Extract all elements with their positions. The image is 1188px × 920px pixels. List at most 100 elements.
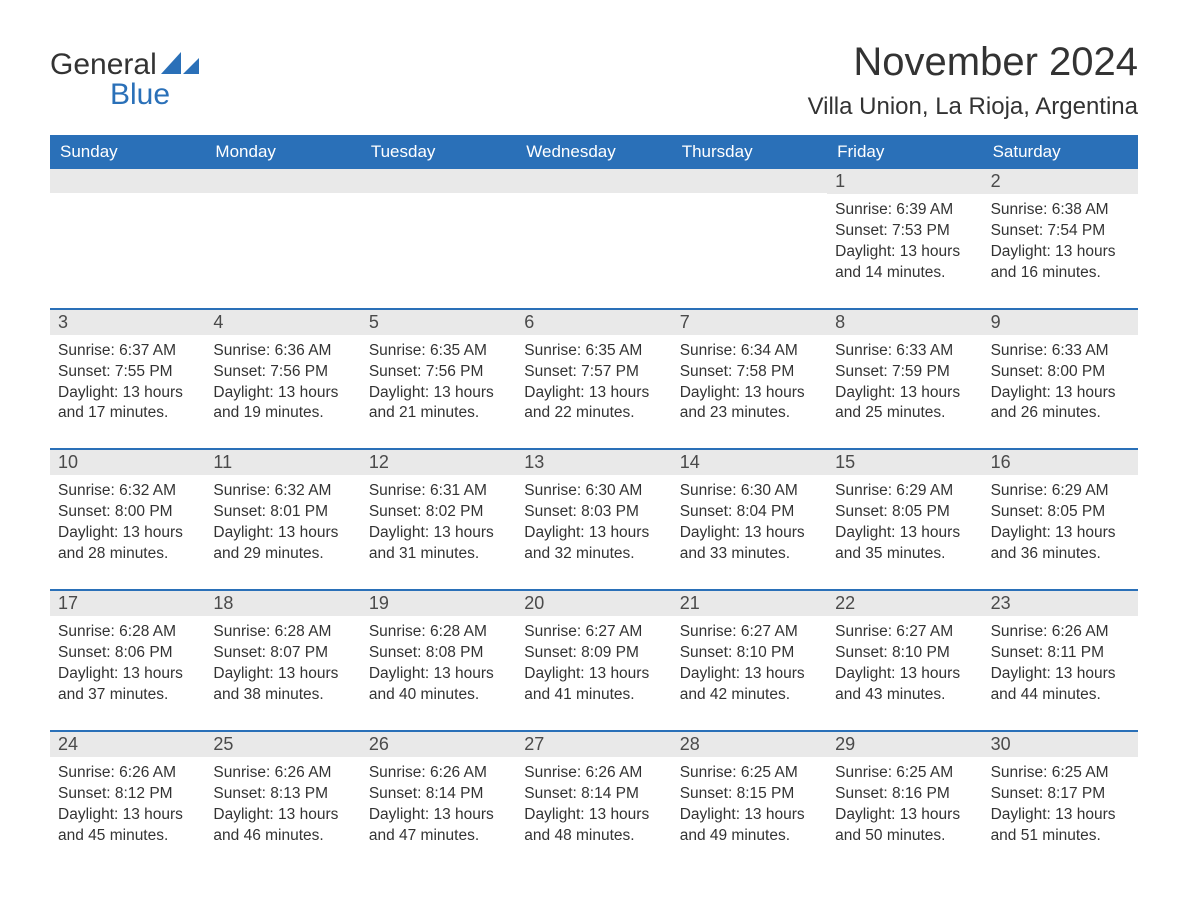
- day-cell: 11Sunrise: 6:32 AMSunset: 8:01 PMDayligh…: [205, 448, 360, 589]
- day-number: 24: [50, 732, 205, 757]
- day-sunrise: Sunrise: 6:26 AM: [58, 763, 197, 784]
- day-cell: 13Sunrise: 6:30 AMSunset: 8:03 PMDayligh…: [516, 448, 671, 589]
- day-number: 26: [361, 732, 516, 757]
- day-sunset: Sunset: 8:01 PM: [213, 502, 352, 523]
- day-cell-empty: [672, 169, 827, 308]
- day-number: 27: [516, 732, 671, 757]
- day-daylight1: Daylight: 13 hours: [213, 664, 352, 685]
- day-number: 1: [827, 169, 982, 194]
- day-sunrise: Sunrise: 6:31 AM: [369, 481, 508, 502]
- day-sunset: Sunset: 8:09 PM: [524, 643, 663, 664]
- day-number: [516, 169, 671, 193]
- day-sunrise: Sunrise: 6:28 AM: [58, 622, 197, 643]
- day-body: Sunrise: 6:26 AMSunset: 8:14 PMDaylight:…: [361, 757, 516, 847]
- day-daylight2: and 32 minutes.: [524, 544, 663, 565]
- location: Villa Union, La Rioja, Argentina: [808, 93, 1138, 121]
- day-daylight1: Daylight: 13 hours: [991, 664, 1130, 685]
- day-sunrise: Sunrise: 6:27 AM: [524, 622, 663, 643]
- day-sunrise: Sunrise: 6:35 AM: [369, 341, 508, 362]
- week-row: 17Sunrise: 6:28 AMSunset: 8:06 PMDayligh…: [50, 589, 1138, 730]
- day-sunrise: Sunrise: 6:35 AM: [524, 341, 663, 362]
- day-body: Sunrise: 6:29 AMSunset: 8:05 PMDaylight:…: [827, 475, 982, 565]
- day-sunrise: Sunrise: 6:28 AM: [369, 622, 508, 643]
- day-sunrise: Sunrise: 6:26 AM: [369, 763, 508, 784]
- day-sunrise: Sunrise: 6:33 AM: [835, 341, 974, 362]
- day-daylight2: and 47 minutes.: [369, 826, 508, 847]
- day-body: Sunrise: 6:33 AMSunset: 7:59 PMDaylight:…: [827, 335, 982, 425]
- day-sunset: Sunset: 7:56 PM: [369, 362, 508, 383]
- day-daylight1: Daylight: 13 hours: [524, 523, 663, 544]
- day-cell-empty: [516, 169, 671, 308]
- day-daylight1: Daylight: 13 hours: [524, 383, 663, 404]
- day-number: 12: [361, 450, 516, 475]
- day-body: Sunrise: 6:27 AMSunset: 8:10 PMDaylight:…: [672, 616, 827, 706]
- day-sunset: Sunset: 8:13 PM: [213, 784, 352, 805]
- title-block: November 2024 Villa Union, La Rioja, Arg…: [808, 40, 1138, 121]
- day-sunset: Sunset: 8:17 PM: [991, 784, 1130, 805]
- header: General Blue November 2024 Villa Union, …: [50, 40, 1138, 121]
- day-daylight1: Daylight: 13 hours: [680, 523, 819, 544]
- day-sunrise: Sunrise: 6:27 AM: [680, 622, 819, 643]
- day-sunrise: Sunrise: 6:29 AM: [835, 481, 974, 502]
- day-daylight2: and 31 minutes.: [369, 544, 508, 565]
- day-daylight1: Daylight: 13 hours: [991, 523, 1130, 544]
- day-daylight1: Daylight: 13 hours: [835, 242, 974, 263]
- day-number: 25: [205, 732, 360, 757]
- dow-cell: Thursday: [672, 135, 827, 169]
- day-daylight1: Daylight: 13 hours: [369, 805, 508, 826]
- day-number: 5: [361, 310, 516, 335]
- week-row: 3Sunrise: 6:37 AMSunset: 7:55 PMDaylight…: [50, 308, 1138, 449]
- day-sunset: Sunset: 8:10 PM: [680, 643, 819, 664]
- days-of-week-header: SundayMondayTuesdayWednesdayThursdayFrid…: [50, 135, 1138, 169]
- day-daylight2: and 49 minutes.: [680, 826, 819, 847]
- day-body: Sunrise: 6:38 AMSunset: 7:54 PMDaylight:…: [983, 194, 1138, 284]
- day-daylight1: Daylight: 13 hours: [58, 523, 197, 544]
- day-sunrise: Sunrise: 6:26 AM: [524, 763, 663, 784]
- day-cell: 7Sunrise: 6:34 AMSunset: 7:58 PMDaylight…: [672, 308, 827, 449]
- day-daylight2: and 48 minutes.: [524, 826, 663, 847]
- day-cell: 1Sunrise: 6:39 AMSunset: 7:53 PMDaylight…: [827, 169, 982, 308]
- day-number: 10: [50, 450, 205, 475]
- day-daylight2: and 37 minutes.: [58, 685, 197, 706]
- weeks-container: 1Sunrise: 6:39 AMSunset: 7:53 PMDaylight…: [50, 169, 1138, 870]
- day-daylight2: and 25 minutes.: [835, 403, 974, 424]
- day-daylight1: Daylight: 13 hours: [991, 242, 1130, 263]
- day-number: 17: [50, 591, 205, 616]
- day-cell: 29Sunrise: 6:25 AMSunset: 8:16 PMDayligh…: [827, 730, 982, 871]
- logo-text-top: General: [50, 50, 157, 80]
- logo-top: General: [50, 50, 199, 80]
- dow-cell: Sunday: [50, 135, 205, 169]
- day-number: 9: [983, 310, 1138, 335]
- day-sunset: Sunset: 8:14 PM: [369, 784, 508, 805]
- day-cell: 17Sunrise: 6:28 AMSunset: 8:06 PMDayligh…: [50, 589, 205, 730]
- day-daylight2: and 36 minutes.: [991, 544, 1130, 565]
- day-daylight2: and 26 minutes.: [991, 403, 1130, 424]
- day-sunset: Sunset: 8:14 PM: [524, 784, 663, 805]
- day-cell-empty: [50, 169, 205, 308]
- day-sunset: Sunset: 7:53 PM: [835, 221, 974, 242]
- day-daylight1: Daylight: 13 hours: [524, 805, 663, 826]
- day-cell: 18Sunrise: 6:28 AMSunset: 8:07 PMDayligh…: [205, 589, 360, 730]
- day-body: Sunrise: 6:39 AMSunset: 7:53 PMDaylight:…: [827, 194, 982, 284]
- day-number: 30: [983, 732, 1138, 757]
- day-sunset: Sunset: 8:15 PM: [680, 784, 819, 805]
- day-number: [205, 169, 360, 193]
- day-sunrise: Sunrise: 6:25 AM: [835, 763, 974, 784]
- day-number: 7: [672, 310, 827, 335]
- day-number: 3: [50, 310, 205, 335]
- month-title: November 2024: [808, 40, 1138, 85]
- day-cell: 4Sunrise: 6:36 AMSunset: 7:56 PMDaylight…: [205, 308, 360, 449]
- day-daylight2: and 23 minutes.: [680, 403, 819, 424]
- day-number: [50, 169, 205, 193]
- day-sunset: Sunset: 7:55 PM: [58, 362, 197, 383]
- day-sunrise: Sunrise: 6:26 AM: [991, 622, 1130, 643]
- day-daylight2: and 43 minutes.: [835, 685, 974, 706]
- day-number: 22: [827, 591, 982, 616]
- day-daylight1: Daylight: 13 hours: [213, 523, 352, 544]
- week-row: 1Sunrise: 6:39 AMSunset: 7:53 PMDaylight…: [50, 169, 1138, 308]
- day-daylight2: and 35 minutes.: [835, 544, 974, 565]
- day-daylight1: Daylight: 13 hours: [680, 664, 819, 685]
- day-cell-empty: [205, 169, 360, 308]
- day-sunset: Sunset: 8:16 PM: [835, 784, 974, 805]
- day-cell: 12Sunrise: 6:31 AMSunset: 8:02 PMDayligh…: [361, 448, 516, 589]
